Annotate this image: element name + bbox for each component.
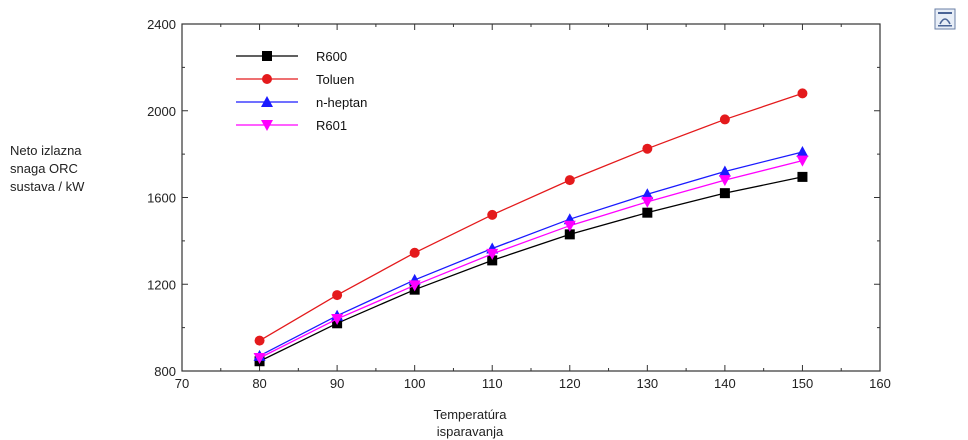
window-restore-icon[interactable] [934, 8, 956, 30]
legend-label: R601 [316, 118, 347, 133]
y-axis-label-line: sustava / kW [10, 179, 85, 194]
data-point [332, 290, 343, 301]
data-point [719, 188, 730, 199]
y-tick-label: 1600 [147, 191, 176, 206]
x-tick-label: 150 [792, 376, 814, 391]
y-tick-label: 800 [154, 364, 176, 379]
data-point [564, 175, 575, 186]
data-point [253, 352, 266, 364]
x-tick-label: 80 [252, 376, 266, 391]
x-tick-label: 130 [636, 376, 658, 391]
y-tick-label: 2000 [147, 104, 176, 119]
y-tick-label: 1200 [147, 277, 176, 292]
legend-marker [261, 96, 273, 107]
data-point [487, 255, 498, 266]
y-axis-label-line: snaga ORC [10, 161, 78, 176]
data-point [718, 165, 731, 177]
y-axis-label: Neto izlazna snaga ORC sustava / kW [10, 142, 130, 196]
x-tick-label: 100 [404, 376, 426, 391]
data-point [719, 114, 730, 125]
data-point [642, 143, 653, 154]
legend-marker [262, 74, 272, 84]
x-tick-label: 140 [714, 376, 736, 391]
legend-label: Toluen [316, 72, 354, 87]
x-axis-label: Temperatúra isparavanja [400, 406, 540, 440]
legend-label: R600 [316, 49, 347, 64]
x-axis-label-line: Temperatúra [433, 407, 507, 422]
data-point [563, 220, 576, 232]
x-tick-label: 110 [482, 376, 503, 391]
data-point [486, 248, 499, 260]
x-tick-label: 120 [559, 376, 581, 391]
x-tick-label: 90 [330, 376, 344, 391]
data-point [331, 313, 344, 325]
legend-label: n-heptan [316, 95, 367, 110]
series-line [259, 176, 803, 362]
y-tick-label: 2400 [147, 17, 176, 32]
x-tick-label: 70 [175, 376, 189, 391]
series-line [259, 160, 803, 359]
x-axis-label-line: isparavanja [436, 424, 504, 439]
legend-marker [261, 120, 273, 131]
data-point [796, 155, 809, 167]
data-point [641, 188, 654, 200]
data-point [254, 335, 265, 346]
data-point [641, 196, 654, 208]
x-tick-label: 160 [869, 376, 891, 391]
series-line [259, 92, 803, 342]
data-point [409, 247, 420, 258]
legend-marker [262, 51, 272, 61]
data-point [797, 171, 808, 182]
data-point [797, 88, 808, 99]
data-point [408, 280, 421, 292]
data-point [487, 209, 498, 220]
data-point [718, 175, 731, 187]
series-line [259, 151, 803, 357]
data-point [796, 145, 809, 157]
data-point [564, 229, 575, 240]
data-point [642, 207, 653, 218]
y-axis-label-line: Neto izlazna [10, 143, 82, 158]
